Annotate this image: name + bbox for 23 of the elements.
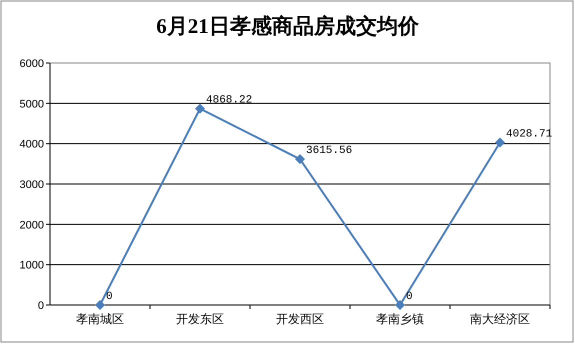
point: [95, 300, 105, 310]
x-tick-label: 开发西区: [276, 312, 324, 326]
data-label: 0: [106, 291, 113, 303]
point: [495, 138, 505, 148]
y-tick-label: 5000: [20, 98, 44, 110]
point: [295, 154, 305, 164]
y-tick-label: 1000: [20, 260, 44, 272]
data-label: 4028.71: [506, 128, 553, 141]
y-tick-label: 3000: [20, 179, 44, 191]
x-tick-label: 南大经济区: [470, 312, 530, 326]
data-label: 3615.56: [306, 145, 352, 158]
data-label: 4868.22: [206, 94, 252, 107]
y-tick-label: 4000: [20, 138, 44, 151]
x-tick-label: 孝南城区: [76, 312, 124, 326]
y-tick-label: 0: [38, 300, 44, 312]
x-tick-label: 开发东区: [176, 312, 224, 326]
data-label: 0: [406, 291, 413, 303]
y-tick-label: 2000: [20, 219, 44, 232]
x-tick-label: 孝南乡镇: [376, 312, 424, 326]
y-tick-label: 6000: [20, 58, 44, 70]
point: [395, 300, 405, 310]
point: [195, 104, 205, 114]
chart-title: 6月21日孝感商品房成交均价: [156, 14, 420, 38]
